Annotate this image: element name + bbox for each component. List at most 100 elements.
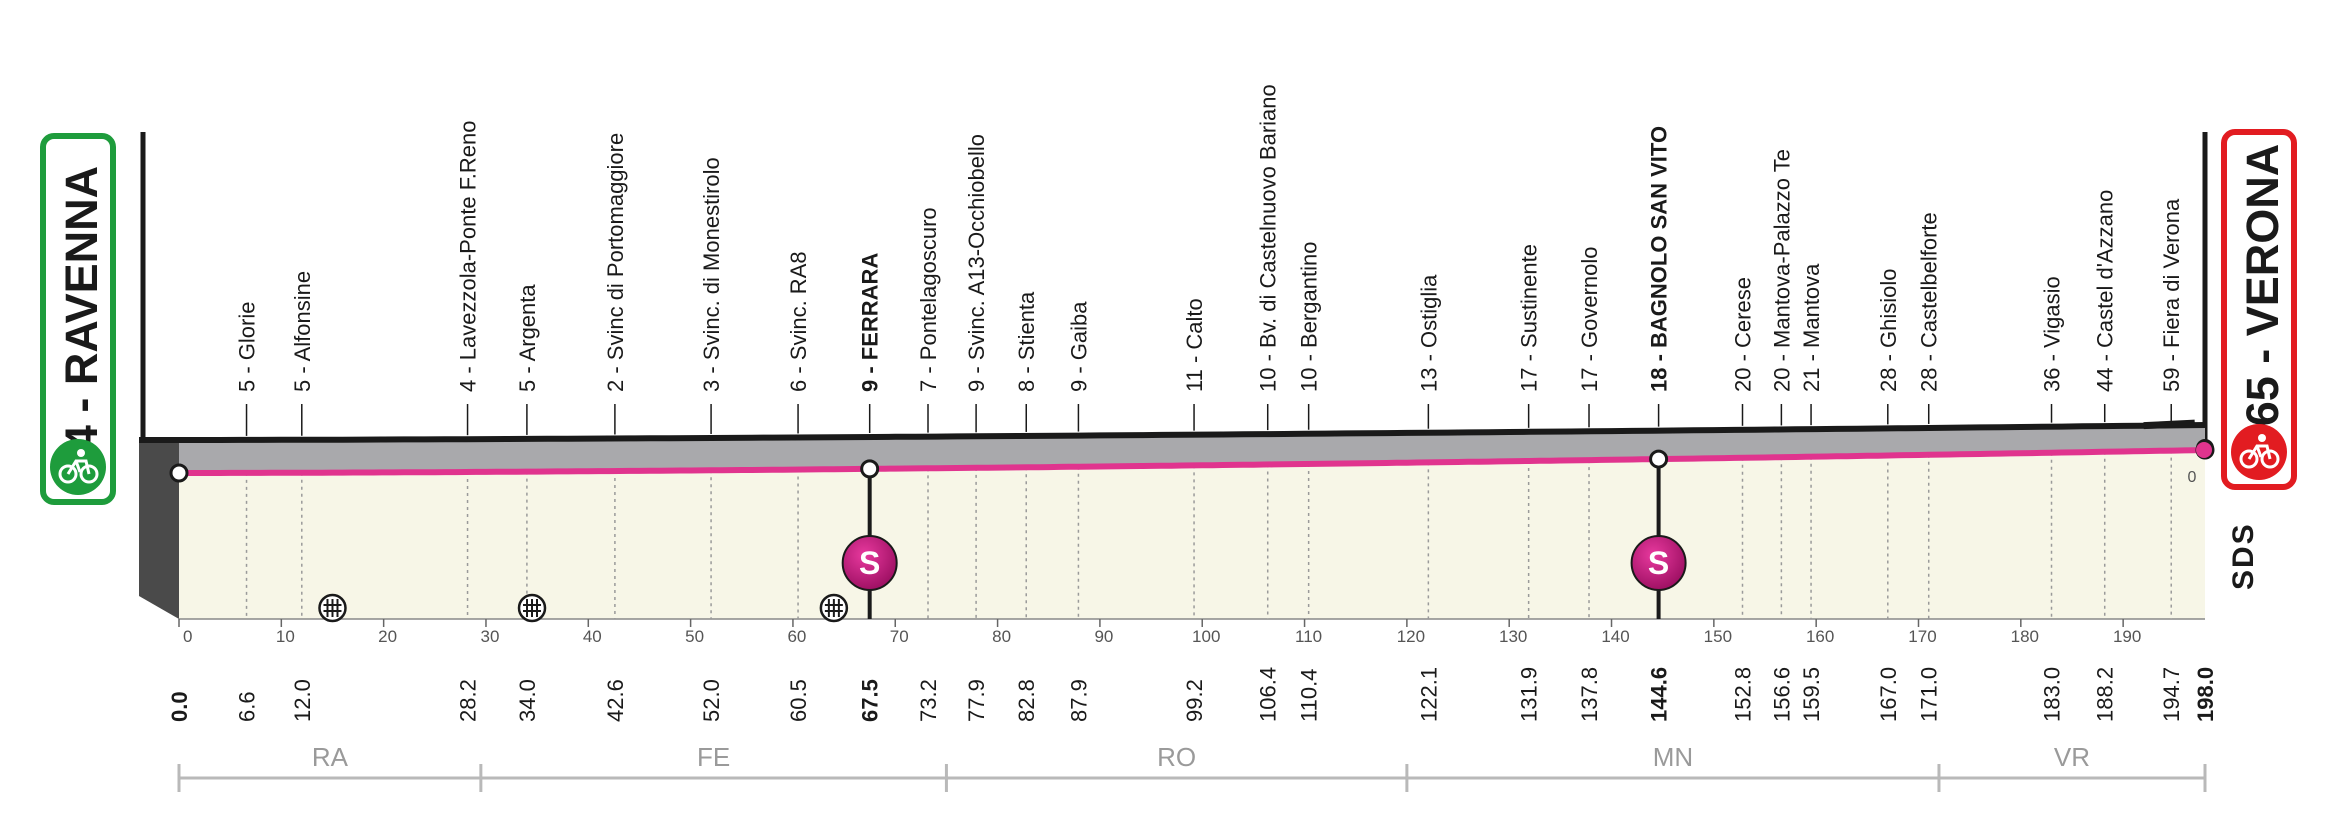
waypoint-label: 28 - Ghisiolo — [1876, 268, 1901, 392]
km-label: 52.0 — [699, 679, 724, 722]
waypoint-label: 9 - Gaiba — [1066, 301, 1091, 392]
km-label: 99.2 — [1182, 679, 1207, 722]
waypoint-label: 18 - BAGNOLO SAN VITO — [1647, 126, 1672, 392]
km-label: 194.7 — [2159, 667, 2184, 722]
route-point-marker — [1649, 449, 1669, 469]
km-labels: 6.6 12.0 28.2 34.0 42.6 52.0 60.5 67.5 73.2 77.9 8… — [167, 667, 2218, 722]
km-label: 171.0 — [1917, 667, 1942, 722]
waypoint-label: 11 - Calto — [1182, 298, 1207, 392]
waypoint-label: 21 - Mantova — [1799, 263, 1824, 392]
waypoint-label: 5 - Glorie — [235, 302, 260, 392]
waypoint-label: 8 - Stienta — [1014, 291, 1039, 392]
route-point-marker — [169, 463, 189, 483]
terrain-outline-end — [2143, 419, 2195, 430]
bicycle-icon — [58, 449, 99, 484]
km-label: 73.2 — [916, 679, 941, 722]
km-label: 159.5 — [1799, 667, 1824, 722]
km-label: 34.0 — [515, 679, 540, 722]
km-label: 82.8 — [1014, 679, 1039, 722]
km-label: 144.6 — [1647, 667, 1672, 722]
km-label: 12.0 — [290, 679, 315, 722]
km-axis: 0 10 20 30 40 50 60 70 80 90 100 110 120 130 140 150 160… — [178, 619, 2141, 646]
province-label: RO — [1157, 742, 1196, 772]
axis-tick-label: 170 — [1908, 627, 1936, 646]
km-label: 67.5 — [858, 679, 883, 722]
km-label: 122.1 — [1416, 667, 1441, 722]
waypoint-label: 20 - Mantova-Palazzo Te — [1769, 149, 1794, 392]
intermediate-sprint-symbol: S — [859, 545, 880, 581]
waypoint-label: 20 - Cerese — [1731, 277, 1756, 392]
km-label: 188.2 — [2093, 667, 2118, 722]
axis-tick-label: 180 — [2011, 627, 2039, 646]
terrain-profile — [139, 419, 2206, 620]
route-point-marker — [860, 459, 880, 479]
axis-tick-label: 140 — [1601, 627, 1629, 646]
axis-tick-label: 130 — [1499, 627, 1527, 646]
axis-tick-label: 80 — [992, 627, 1011, 646]
waypoint-label: 6 - Svinc. RA8 — [786, 251, 811, 392]
province-bar: RA FE RO MN VR — [177, 742, 2207, 792]
waypoint-labels: 5 - Glorie 5 - Alfonsine 4 - Lavezzola-Pon… — [235, 84, 2185, 392]
altitude-tick-label: 0 — [2188, 469, 2197, 486]
brand-mark: SDS — [2227, 522, 2260, 590]
waypoint-label: 10 - Bv. di Castelnuovo Bariano — [1256, 84, 1281, 392]
waypoint-label: 3 - Svinc. di Monestirolo — [699, 157, 724, 392]
km-label: 156.6 — [1769, 667, 1794, 722]
waypoint-label: 9 - FERRARA — [858, 253, 883, 392]
waypoint-label: 5 - Alfonsine — [290, 271, 315, 392]
waypoint-label: 28 - Castelbelforte — [1917, 212, 1942, 392]
start-badge: 4 - RAVENNA — [40, 133, 116, 505]
waypoint-label: 5 - Argenta — [515, 284, 540, 392]
finish-badge: 65 - VERONA — [2221, 129, 2297, 490]
relief-band — [179, 425, 2205, 473]
waypoint-label: 9 - Svinc. A13-Occhiobello — [964, 134, 989, 392]
province-label: VR — [2054, 742, 2090, 772]
axis-tick-label: 0 — [183, 627, 192, 646]
intermediate-sprint-symbol: S — [1648, 545, 1669, 581]
axis-tick-label: 110 — [1295, 627, 1322, 646]
plain-area — [179, 450, 2205, 619]
km-label: 42.6 — [603, 679, 628, 722]
km-label: 0.0 — [167, 691, 192, 722]
km-label: 152.8 — [1731, 667, 1756, 722]
km-label: 131.9 — [1517, 667, 1542, 722]
province-label: RA — [312, 742, 349, 772]
axis-tick-label: 70 — [890, 627, 909, 646]
axis-tick-label: 20 — [378, 627, 397, 646]
waypoint-label: 36 - Vigasio — [2040, 276, 2065, 392]
waypoint-label: 13 - Ostiglia — [1416, 274, 1441, 392]
km-label: 198.0 — [2193, 667, 2218, 722]
axis-tick-label: 60 — [787, 627, 806, 646]
waypoint-label: 17 - Sustinente — [1517, 244, 1542, 392]
intermediate-sprint-icon — [1630, 535, 1687, 591]
waypoint-label: 7 - Pontelagoscuro — [916, 207, 941, 392]
terrain-side-face — [139, 440, 179, 619]
axis-tick-label: 50 — [685, 627, 704, 646]
intermediate-sprint-icon — [841, 535, 898, 591]
km-label: 60.5 — [786, 679, 811, 722]
axis-tick-label: 10 — [276, 627, 295, 646]
start-badge-label: 4 - RAVENNA — [56, 166, 107, 450]
km-label: 167.0 — [1876, 667, 1901, 722]
waypoint-label: 2 - Svinc di Portomaggiore — [603, 133, 628, 392]
finish-route-endpoint — [2196, 442, 2212, 458]
waypoint-label: 59 - Fiera di Verona — [2159, 198, 2184, 392]
axis-tick-label: 190 — [2113, 627, 2141, 646]
km-label: 6.6 — [235, 691, 260, 722]
km-label: 110.4 — [1297, 669, 1322, 722]
axis-tick-label: 90 — [1094, 627, 1113, 646]
province-label: MN — [1653, 742, 1693, 772]
route-line — [176, 447, 2208, 476]
axis-tick-label: 40 — [583, 627, 602, 646]
km-label: 87.9 — [1066, 679, 1091, 722]
province-label: FE — [697, 742, 730, 772]
km-label: 77.9 — [964, 679, 989, 722]
km-label: 106.4 — [1256, 667, 1281, 722]
waypoint-label: 4 - Lavezzola-Ponte F.Reno — [456, 121, 481, 393]
axis-tick-label: 30 — [481, 627, 500, 646]
finish-badge-label: 65 - VERONA — [2237, 144, 2288, 427]
waypoint-label: 17 - Governolo — [1577, 246, 1602, 392]
axis-tick-label: 120 — [1397, 627, 1425, 646]
